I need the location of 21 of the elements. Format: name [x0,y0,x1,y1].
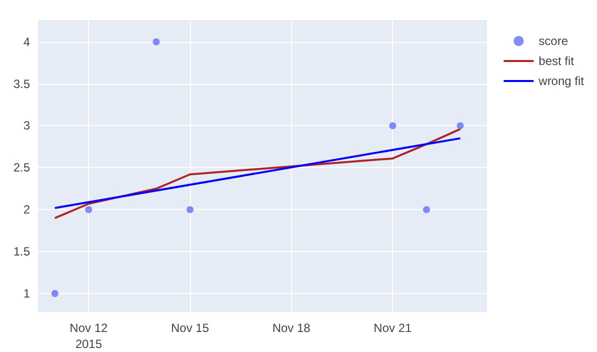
y-tick-label: 2 [23,202,30,217]
y-tick-label: 1 [23,286,30,301]
y-tick-label: 4 [23,34,30,49]
y-tick-label: 3.5 [13,76,30,91]
legend-label: wrong fit [538,74,585,88]
y-tick-label: 1.5 [13,244,30,259]
point [51,290,58,298]
point [186,206,194,214]
x-tick-label: Nov 21 [374,321,412,335]
x-tick-label: Nov 18 [272,321,311,335]
y-tick-label: 3 [23,118,30,133]
point [456,122,464,130]
x-tick-label: Nov 15 [170,321,210,335]
point [422,206,430,214]
x-tick-label: Nov 12 2015 [70,321,108,351]
legend-label: score [538,34,568,48]
point [389,122,396,130]
point [152,38,160,46]
legend-label: best fit [538,54,575,68]
point [85,206,92,214]
y-tick-label: 2.5 [13,160,30,175]
